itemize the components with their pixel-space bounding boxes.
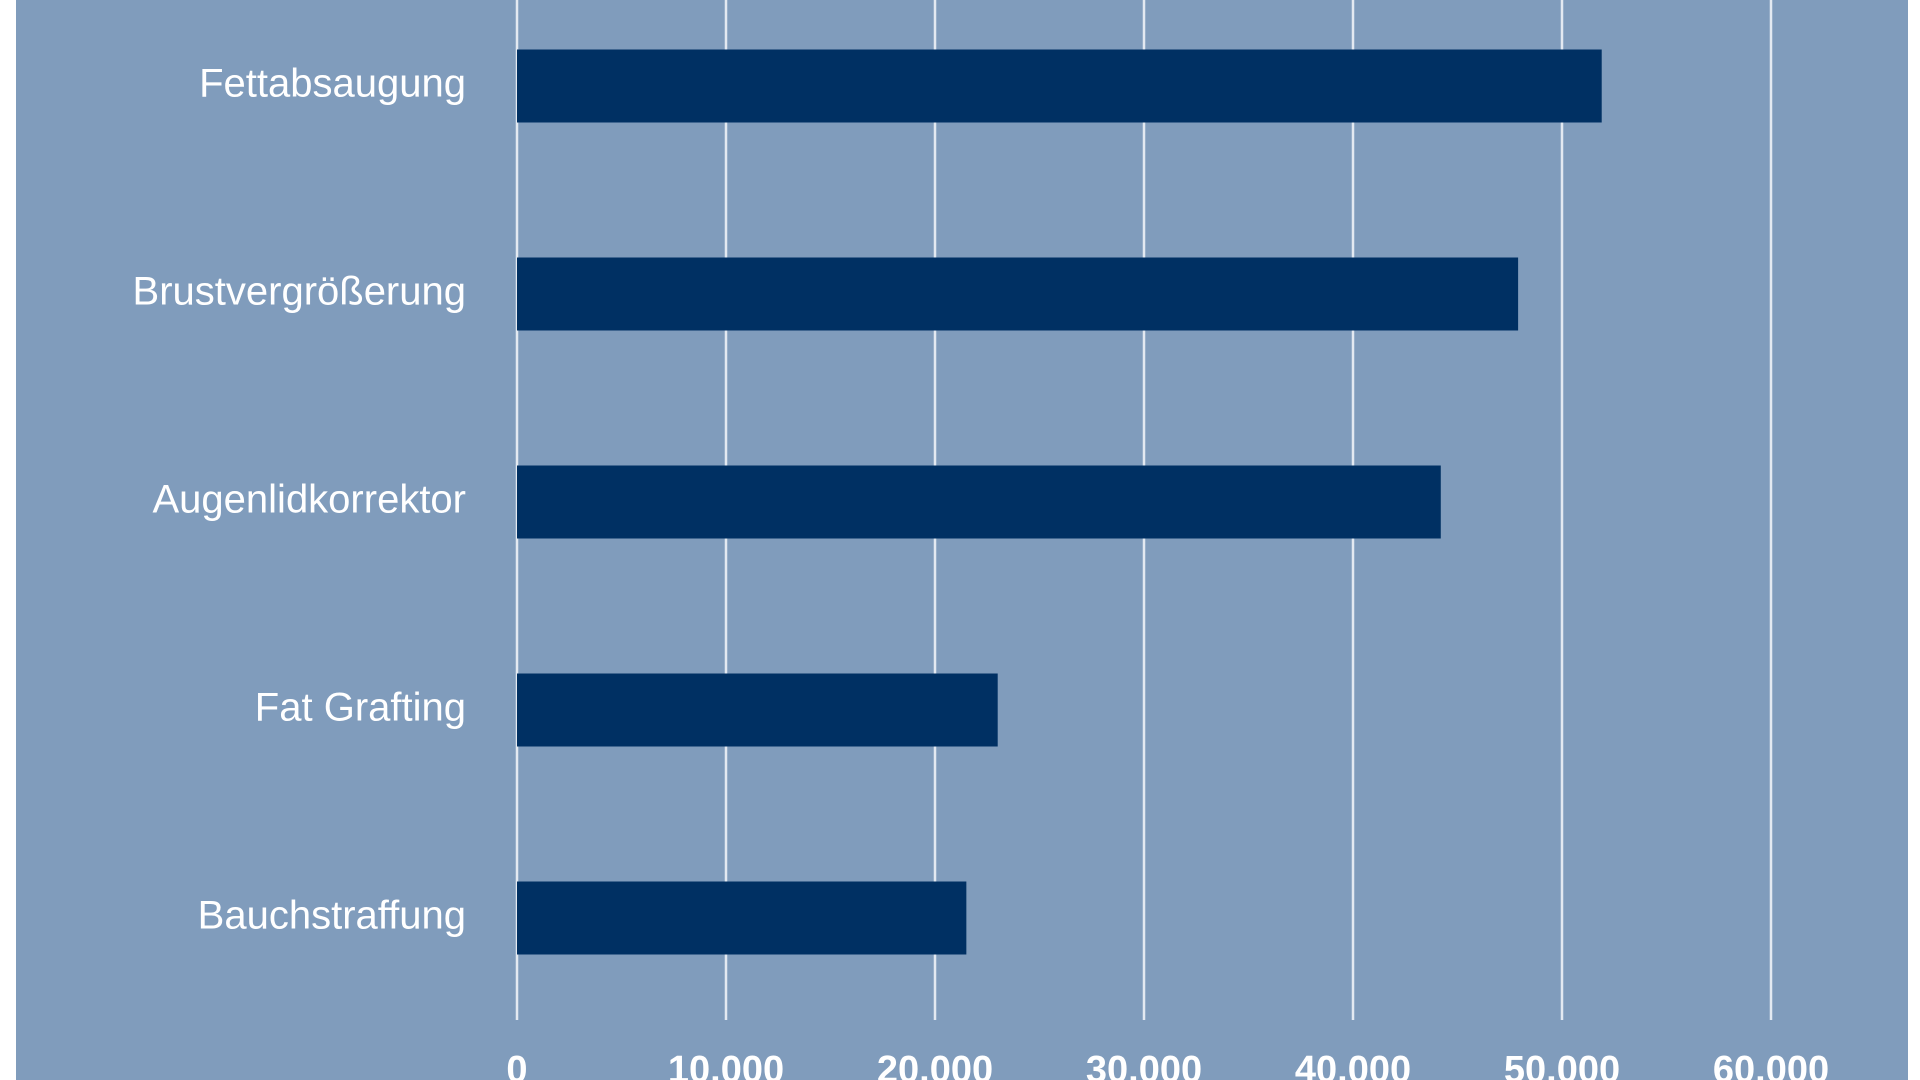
bar	[517, 257, 1519, 331]
x-tick-label: 30.000	[1086, 1049, 1202, 1080]
y-tick-label: Fettabsaugung	[199, 62, 466, 106]
bar	[517, 49, 1602, 123]
y-tick-label: Fat Grafting	[255, 686, 466, 730]
x-tick-label: 10.000	[668, 1049, 784, 1080]
y-tick-label: Brustvergrößerung	[133, 270, 466, 314]
x-tick-label: 20.000	[877, 1049, 993, 1080]
bar	[517, 465, 1441, 539]
x-tick-label: 60.000	[1713, 1049, 1829, 1080]
bar	[517, 673, 998, 747]
y-tick-label: Bauchstraffung	[198, 894, 466, 938]
x-tick-label: 40.000	[1295, 1049, 1411, 1080]
y-tick-label: Augenlidkorrektor	[153, 478, 467, 522]
bar	[517, 881, 967, 955]
x-tick-label: 0	[506, 1049, 527, 1080]
x-tick-label: 50.000	[1504, 1049, 1620, 1080]
